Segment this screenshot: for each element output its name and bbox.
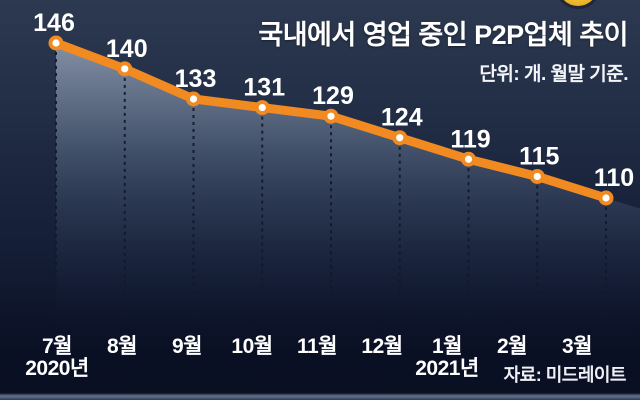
year-label: 2021년 xyxy=(415,357,479,380)
value-label: 110 xyxy=(594,164,634,192)
chart-header: 국내에서 영업 중인 P2P업체 추이 단위: 개. 월말 기준. xyxy=(258,20,628,86)
bottom-edge-rule xyxy=(0,393,640,400)
data-point-center xyxy=(464,155,473,163)
x-axis-label: 12월 xyxy=(361,335,402,358)
x-axis-label: 9월 xyxy=(172,335,202,358)
value-label: 129 xyxy=(312,82,354,110)
x-axis-label: 11월 xyxy=(297,335,337,358)
value-label: 146 xyxy=(33,9,75,37)
chart-title: 국내에서 영업 중인 P2P업체 추이 xyxy=(258,20,628,50)
chart-unit-note: 단위: 개. 월말 기준. xyxy=(479,63,628,85)
data-point-center xyxy=(327,112,335,120)
source-credit: 자료: 미드레이트 xyxy=(503,365,627,385)
value-label: 133 xyxy=(175,65,217,93)
data-point-center xyxy=(396,134,404,142)
data-point-center xyxy=(189,95,198,103)
x-axis-label: 2월 xyxy=(497,335,527,358)
data-point-center xyxy=(533,172,541,181)
value-label: 115 xyxy=(519,142,559,170)
x-axis-label: 1월 xyxy=(432,335,462,358)
data-point-center xyxy=(602,194,610,202)
data-point-center xyxy=(258,103,266,112)
x-axis-label: 7월 xyxy=(42,335,72,358)
x-axis-label: 8월 xyxy=(107,335,137,358)
data-point-center xyxy=(121,65,129,73)
value-label: 131 xyxy=(243,74,285,102)
value-label: 124 xyxy=(381,104,423,132)
x-axis-label: 10월 xyxy=(231,335,272,358)
value-label: 119 xyxy=(450,125,490,153)
data-point-center xyxy=(52,39,60,47)
area-fill xyxy=(56,43,640,335)
x-axis-label: 3월 xyxy=(562,335,592,358)
year-label: 2020년 xyxy=(25,357,89,380)
value-label: 140 xyxy=(106,35,148,63)
